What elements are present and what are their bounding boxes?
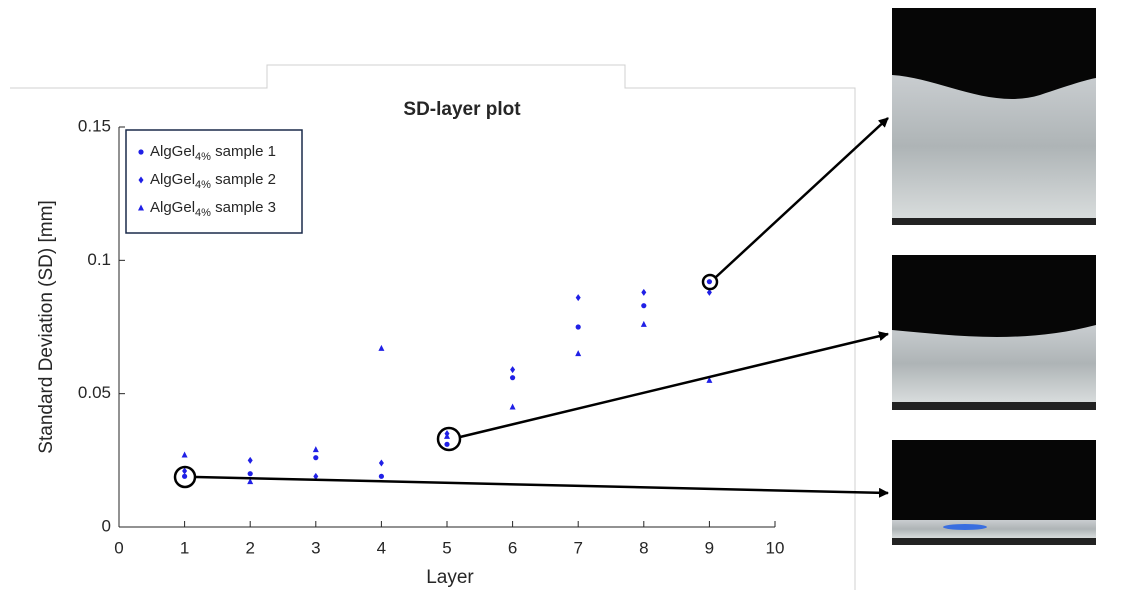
x-tick-label: 8 bbox=[639, 538, 648, 557]
legend-label: AlgGel4% sample 3 bbox=[150, 199, 276, 219]
point bbox=[181, 451, 188, 458]
y-tick-label: 0.05 bbox=[78, 383, 111, 402]
point bbox=[641, 288, 647, 296]
y-tick-label: 0 bbox=[102, 516, 111, 535]
legend: AlgGel4% sample 1 AlgGel4% sample 2 AlgGel… bbox=[125, 129, 303, 234]
highlights bbox=[173, 117, 889, 498]
point bbox=[378, 344, 385, 351]
point bbox=[575, 350, 582, 357]
point bbox=[575, 324, 581, 330]
point bbox=[313, 455, 319, 461]
point bbox=[509, 403, 516, 410]
point bbox=[706, 279, 713, 285]
legend-marker bbox=[138, 176, 144, 184]
point bbox=[641, 303, 647, 309]
point bbox=[510, 366, 516, 374]
photo-middle bbox=[892, 255, 1096, 410]
point bbox=[509, 375, 516, 381]
point bbox=[247, 456, 253, 464]
x-tick-label: 1 bbox=[180, 538, 189, 557]
point bbox=[378, 473, 384, 479]
y-tick-label: 0.15 bbox=[78, 116, 111, 135]
figure-frame bbox=[10, 64, 856, 590]
legend-label: AlgGel4% sample 1 bbox=[150, 143, 276, 163]
y-axis-label: Standard Deviation (SD) [mm] bbox=[36, 200, 57, 453]
point bbox=[575, 294, 581, 302]
point bbox=[313, 472, 319, 480]
point bbox=[640, 320, 647, 327]
point bbox=[182, 473, 188, 479]
x-tick-label: 0 bbox=[114, 538, 123, 557]
x-tick-label: 9 bbox=[705, 538, 714, 557]
x-tick-label: 2 bbox=[245, 538, 254, 557]
photo-bottom bbox=[892, 440, 1096, 545]
point bbox=[378, 459, 384, 467]
point bbox=[706, 288, 712, 296]
point bbox=[444, 441, 450, 447]
x-tick-label: 10 bbox=[766, 538, 785, 557]
point bbox=[182, 467, 188, 475]
x-tick-label: 4 bbox=[377, 538, 386, 557]
photo-top bbox=[892, 8, 1096, 225]
point bbox=[247, 471, 253, 477]
y-tick-label: 0.1 bbox=[87, 250, 111, 269]
point bbox=[444, 432, 450, 439]
point bbox=[706, 376, 713, 383]
legend-marker bbox=[138, 149, 144, 155]
legend-label: AlgGel4% sample 2 bbox=[150, 171, 276, 191]
plot-area: 0 0.05 0.1 0.15 0 1 2 3 4 5 6 7 8 9 10 bbox=[78, 116, 785, 557]
x-tick-label: 3 bbox=[311, 538, 320, 557]
point bbox=[312, 446, 319, 453]
point bbox=[247, 478, 254, 485]
x-tick-label: 7 bbox=[573, 538, 582, 557]
chart-title: SD-layer plot bbox=[403, 99, 521, 120]
legend-marker bbox=[138, 204, 144, 211]
x-tick-label: 5 bbox=[442, 538, 451, 557]
x-tick-label: 6 bbox=[508, 538, 517, 557]
x-axis-label: Layer bbox=[426, 567, 474, 588]
